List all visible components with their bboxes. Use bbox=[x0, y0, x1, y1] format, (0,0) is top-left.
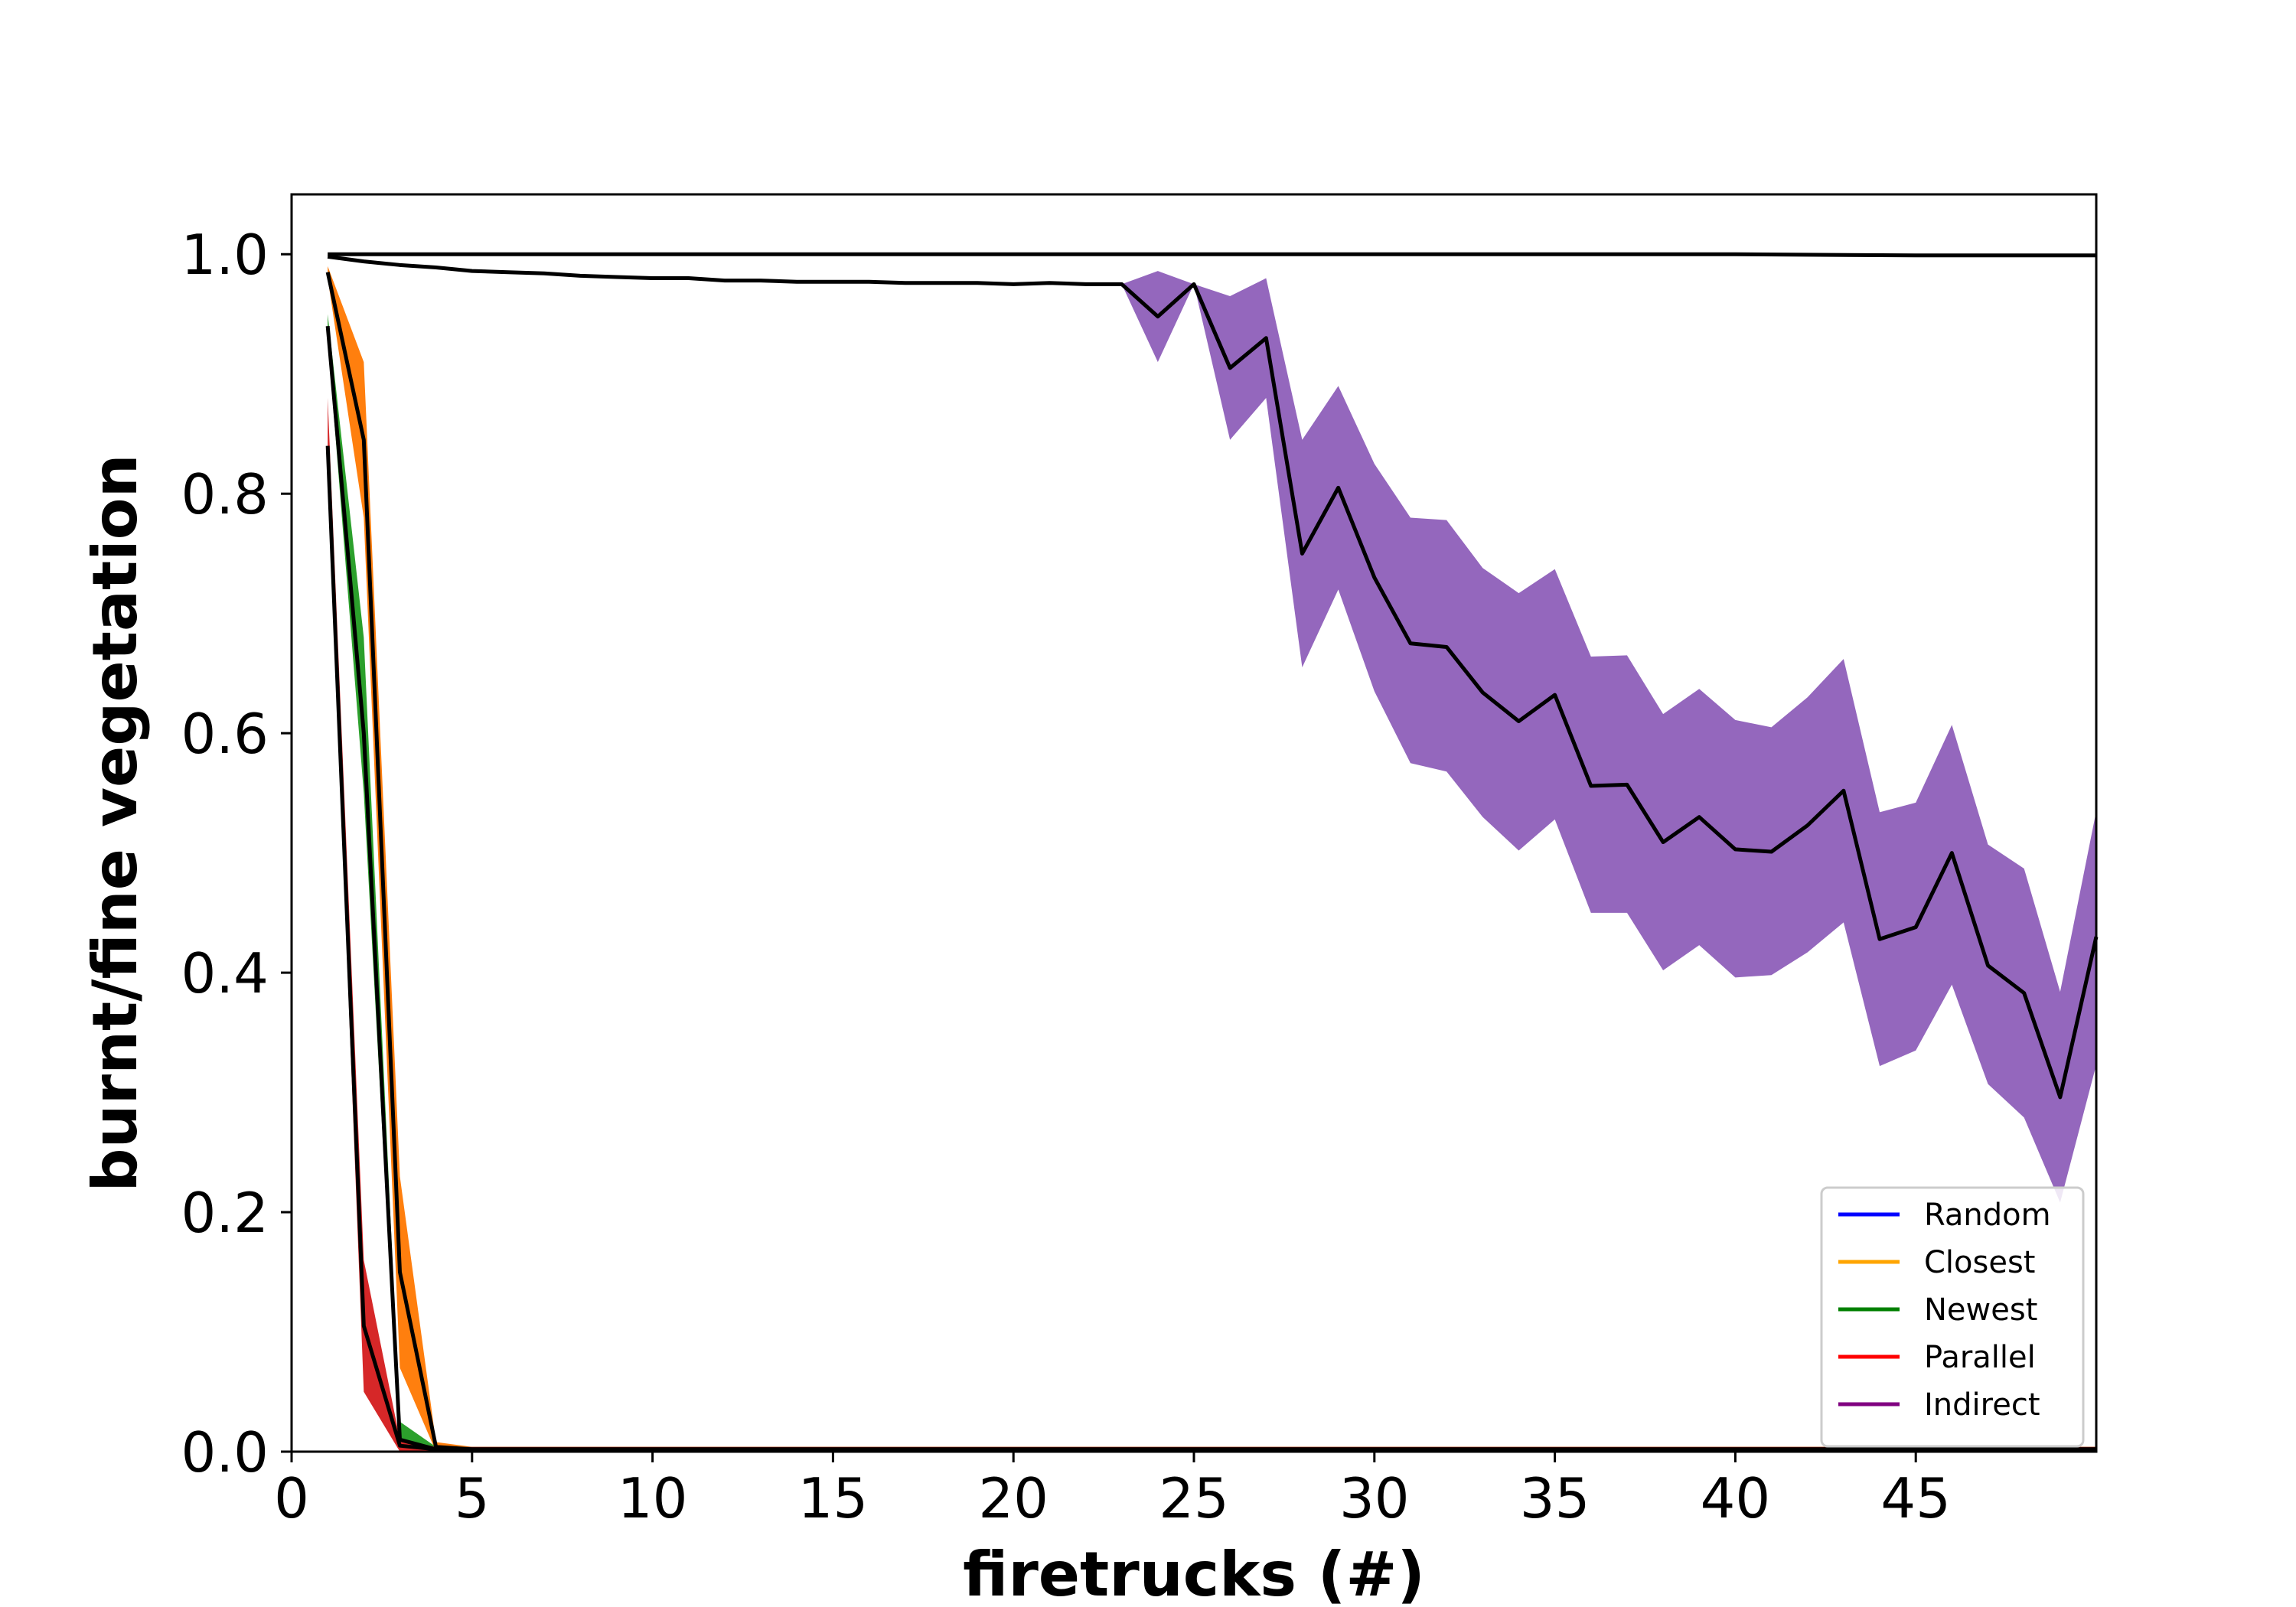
x-axis-ticks: 0 5 10 15 20 25 30 35 40 45 bbox=[274, 1452, 1951, 1530]
mean-lines bbox=[325, 252, 2099, 1452]
legend: Random Closest Newest Parallel Indirect bbox=[1820, 1186, 2085, 1448]
legend-label-random: Random bbox=[1924, 1198, 2051, 1233]
x-tick-label: 25 bbox=[1159, 1466, 1229, 1530]
x-tick-label: 5 bbox=[455, 1466, 490, 1530]
y-tick-label: 0.0 bbox=[181, 1420, 269, 1485]
y-tick-label: 0.4 bbox=[181, 941, 269, 1006]
x-tick-label: 20 bbox=[978, 1466, 1049, 1530]
y-tick-label: 1.0 bbox=[181, 223, 269, 287]
x-tick-label: 15 bbox=[798, 1466, 869, 1530]
band-indirect bbox=[328, 256, 2097, 1203]
x-axis-title: firetrucks (#) bbox=[963, 1539, 1425, 1607]
x-tick-label: 10 bbox=[618, 1466, 688, 1530]
x-tick-label: 40 bbox=[1701, 1466, 1771, 1530]
line-random bbox=[328, 252, 2096, 258]
confidence-bands bbox=[328, 254, 2097, 1452]
x-tick-label: 0 bbox=[274, 1466, 309, 1530]
legend-box bbox=[1820, 1186, 2085, 1448]
x-tick-label: 35 bbox=[1520, 1466, 1590, 1530]
y-tick-label: 0.6 bbox=[181, 702, 269, 766]
y-axis-title: burnt/fine vegetation bbox=[80, 454, 151, 1191]
x-tick-label: 30 bbox=[1339, 1466, 1410, 1530]
legend-label-closest: Closest bbox=[1924, 1245, 2036, 1280]
legend-label-parallel: Parallel bbox=[1924, 1340, 2036, 1375]
y-tick-label: 0.8 bbox=[181, 462, 269, 526]
y-tick-label: 0.2 bbox=[181, 1181, 269, 1245]
legend-label-newest: Newest bbox=[1924, 1292, 2037, 1328]
y-axis-ticks: 0.0 0.2 0.4 0.6 0.8 1.0 bbox=[181, 223, 292, 1485]
line-parallel bbox=[325, 445, 2096, 1452]
line-indirect bbox=[327, 254, 2099, 1100]
x-tick-label: 45 bbox=[1880, 1466, 1951, 1530]
legend-label-indirect: Indirect bbox=[1924, 1387, 2040, 1423]
